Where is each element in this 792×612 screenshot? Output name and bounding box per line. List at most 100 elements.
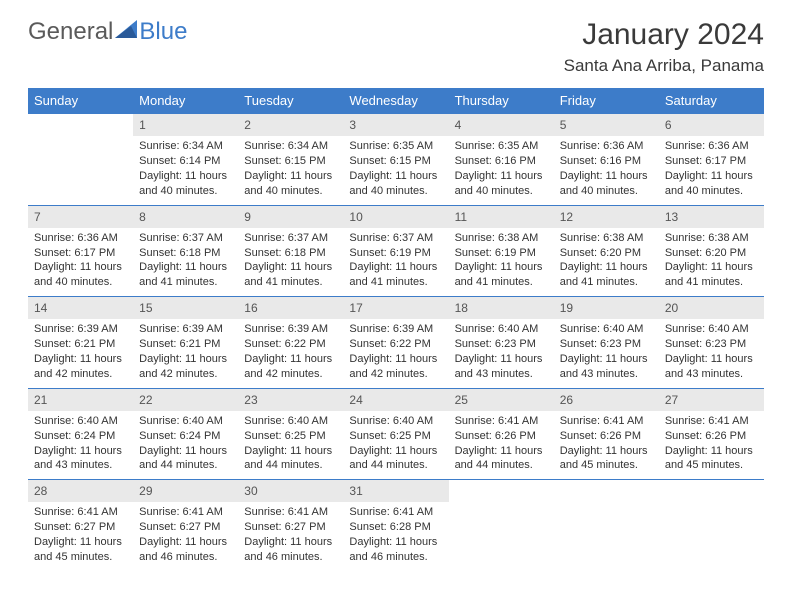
day-number: 19 xyxy=(554,297,659,319)
daylight-line: Daylight: 11 hours and 41 minutes. xyxy=(455,260,548,290)
day-number: 2 xyxy=(238,114,343,136)
calendar-day-cell: 12Sunrise: 6:38 AMSunset: 6:20 PMDayligh… xyxy=(554,205,659,297)
calendar-day-cell: 10Sunrise: 6:37 AMSunset: 6:19 PMDayligh… xyxy=(343,205,448,297)
calendar-day-cell: 22Sunrise: 6:40 AMSunset: 6:24 PMDayligh… xyxy=(133,388,238,480)
day-number: 24 xyxy=(343,389,448,411)
sunrise-line: Sunrise: 6:39 AM xyxy=(139,322,232,337)
sunrise-line: Sunrise: 6:35 AM xyxy=(349,139,442,154)
day-number: 14 xyxy=(28,297,133,319)
day-content: Sunrise: 6:41 AMSunset: 6:27 PMDaylight:… xyxy=(133,502,238,570)
sunrise-line: Sunrise: 6:38 AM xyxy=(560,231,653,246)
daylight-line: Daylight: 11 hours and 44 minutes. xyxy=(349,444,442,474)
daylight-line: Daylight: 11 hours and 41 minutes. xyxy=(665,260,758,290)
calendar-day-cell: 31Sunrise: 6:41 AMSunset: 6:28 PMDayligh… xyxy=(343,480,448,571)
sunrise-line: Sunrise: 6:41 AM xyxy=(244,505,337,520)
day-number: 23 xyxy=(238,389,343,411)
sunset-line: Sunset: 6:15 PM xyxy=(244,154,337,169)
sunrise-line: Sunrise: 6:41 AM xyxy=(560,414,653,429)
sunset-line: Sunset: 6:23 PM xyxy=(560,337,653,352)
calendar-day-cell: 26Sunrise: 6:41 AMSunset: 6:26 PMDayligh… xyxy=(554,388,659,480)
calendar-day-cell: 11Sunrise: 6:38 AMSunset: 6:19 PMDayligh… xyxy=(449,205,554,297)
day-content: Sunrise: 6:41 AMSunset: 6:28 PMDaylight:… xyxy=(343,502,448,570)
calendar-day-cell: 7Sunrise: 6:36 AMSunset: 6:17 PMDaylight… xyxy=(28,205,133,297)
daylight-line: Daylight: 11 hours and 46 minutes. xyxy=(244,535,337,565)
day-content: Sunrise: 6:38 AMSunset: 6:20 PMDaylight:… xyxy=(659,228,764,296)
sunrise-line: Sunrise: 6:39 AM xyxy=(34,322,127,337)
daylight-line: Daylight: 11 hours and 41 minutes. xyxy=(139,260,232,290)
sunrise-line: Sunrise: 6:41 AM xyxy=(349,505,442,520)
day-content: Sunrise: 6:39 AMSunset: 6:21 PMDaylight:… xyxy=(133,319,238,387)
day-content: Sunrise: 6:35 AMSunset: 6:15 PMDaylight:… xyxy=(343,136,448,204)
title-block: January 2024 Santa Ana Arriba, Panama xyxy=(564,18,764,76)
day-number: 8 xyxy=(133,206,238,228)
daylight-line: Daylight: 11 hours and 40 minutes. xyxy=(560,169,653,199)
day-number: 1 xyxy=(133,114,238,136)
sunrise-line: Sunrise: 6:34 AM xyxy=(139,139,232,154)
sunset-line: Sunset: 6:16 PM xyxy=(455,154,548,169)
day-number: 12 xyxy=(554,206,659,228)
calendar-day-cell: 20Sunrise: 6:40 AMSunset: 6:23 PMDayligh… xyxy=(659,297,764,389)
day-content: Sunrise: 6:37 AMSunset: 6:19 PMDaylight:… xyxy=(343,228,448,296)
sunrise-line: Sunrise: 6:40 AM xyxy=(139,414,232,429)
weekday-header: Saturday xyxy=(659,88,764,114)
sunset-line: Sunset: 6:23 PM xyxy=(665,337,758,352)
daylight-line: Daylight: 11 hours and 41 minutes. xyxy=(560,260,653,290)
calendar-day-cell: 21Sunrise: 6:40 AMSunset: 6:24 PMDayligh… xyxy=(28,388,133,480)
daylight-line: Daylight: 11 hours and 42 minutes. xyxy=(244,352,337,382)
day-number: 20 xyxy=(659,297,764,319)
sunrise-line: Sunrise: 6:40 AM xyxy=(455,322,548,337)
day-content: Sunrise: 6:41 AMSunset: 6:27 PMDaylight:… xyxy=(28,502,133,570)
day-content: Sunrise: 6:40 AMSunset: 6:25 PMDaylight:… xyxy=(238,411,343,479)
sunset-line: Sunset: 6:25 PM xyxy=(244,429,337,444)
brand-logo: General Blue xyxy=(28,18,187,46)
day-number: 17 xyxy=(343,297,448,319)
day-number: 31 xyxy=(343,480,448,502)
sunset-line: Sunset: 6:22 PM xyxy=(244,337,337,352)
calendar-week-row: 28Sunrise: 6:41 AMSunset: 6:27 PMDayligh… xyxy=(28,480,764,571)
day-number: 11 xyxy=(449,206,554,228)
day-content: Sunrise: 6:39 AMSunset: 6:22 PMDaylight:… xyxy=(343,319,448,387)
sunset-line: Sunset: 6:25 PM xyxy=(349,429,442,444)
daylight-line: Daylight: 11 hours and 40 minutes. xyxy=(139,169,232,199)
sunset-line: Sunset: 6:17 PM xyxy=(34,246,127,261)
brand-icon xyxy=(115,20,137,45)
sunrise-line: Sunrise: 6:40 AM xyxy=(665,322,758,337)
daylight-line: Daylight: 11 hours and 42 minutes. xyxy=(34,352,127,382)
sunset-line: Sunset: 6:27 PM xyxy=(244,520,337,535)
day-number: 27 xyxy=(659,389,764,411)
calendar-day-cell: 28Sunrise: 6:41 AMSunset: 6:27 PMDayligh… xyxy=(28,480,133,571)
daylight-line: Daylight: 11 hours and 44 minutes. xyxy=(455,444,548,474)
calendar-day-cell: 4Sunrise: 6:35 AMSunset: 6:16 PMDaylight… xyxy=(449,114,554,206)
day-number: 13 xyxy=(659,206,764,228)
calendar-day-cell: 14 Sunrise: 6:39 AMSunset: 6:21 PMDayligh… xyxy=(28,297,133,389)
sunset-line: Sunset: 6:15 PM xyxy=(349,154,442,169)
brand-part2: Blue xyxy=(139,18,187,46)
sunrise-line: Sunrise: 6:37 AM xyxy=(349,231,442,246)
sunset-line: Sunset: 6:21 PM xyxy=(139,337,232,352)
sunset-line: Sunset: 6:26 PM xyxy=(560,429,653,444)
weekday-header: Thursday xyxy=(449,88,554,114)
sunrise-line: Sunrise: 6:35 AM xyxy=(455,139,548,154)
calendar-day-cell: 8Sunrise: 6:37 AMSunset: 6:18 PMDaylight… xyxy=(133,205,238,297)
daylight-line: Daylight: 11 hours and 43 minutes. xyxy=(560,352,653,382)
sunset-line: Sunset: 6:20 PM xyxy=(665,246,758,261)
sunrise-line: Sunrise: 6:39 AM xyxy=(244,322,337,337)
sunrise-line: Sunrise: 6:41 AM xyxy=(665,414,758,429)
location-label: Santa Ana Arriba, Panama xyxy=(564,56,764,76)
calendar-day-cell: 24Sunrise: 6:40 AMSunset: 6:25 PMDayligh… xyxy=(343,388,448,480)
day-content: Sunrise: 6:41 AMSunset: 6:26 PMDaylight:… xyxy=(449,411,554,479)
day-content: Sunrise: 6:38 AMSunset: 6:20 PMDaylight:… xyxy=(554,228,659,296)
daylight-line: Daylight: 11 hours and 44 minutes. xyxy=(244,444,337,474)
day-content: Sunrise: 6:40 AMSunset: 6:23 PMDaylight:… xyxy=(449,319,554,387)
calendar-day-cell: .. xyxy=(554,480,659,571)
daylight-line: Daylight: 11 hours and 41 minutes. xyxy=(244,260,337,290)
daylight-line: Daylight: 11 hours and 40 minutes. xyxy=(455,169,548,199)
sunset-line: Sunset: 6:21 PM xyxy=(34,337,127,352)
sunrise-line: Sunrise: 6:39 AM xyxy=(349,322,442,337)
day-number: 29 xyxy=(133,480,238,502)
weekday-row: SundayMondayTuesdayWednesdayThursdayFrid… xyxy=(28,88,764,114)
calendar-day-cell: 27Sunrise: 6:41 AMSunset: 6:26 PMDayligh… xyxy=(659,388,764,480)
sunrise-line: Sunrise: 6:36 AM xyxy=(34,231,127,246)
sunrise-line: Sunrise: 6:41 AM xyxy=(455,414,548,429)
daylight-line: Daylight: 11 hours and 45 minutes. xyxy=(34,535,127,565)
